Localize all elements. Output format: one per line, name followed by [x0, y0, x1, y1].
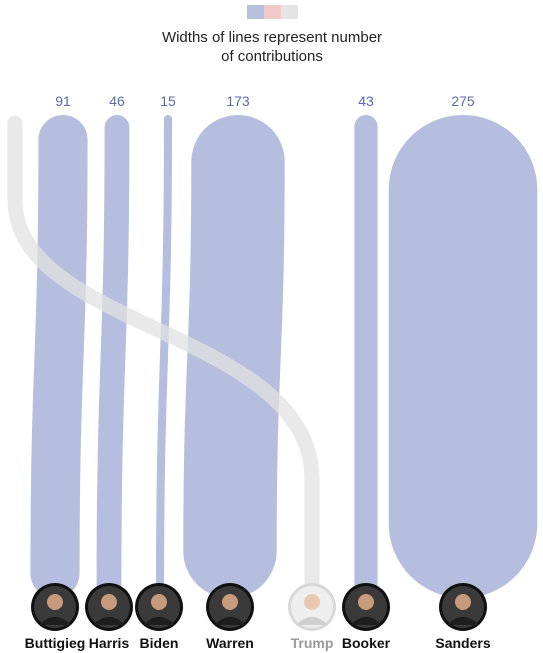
candidate-avatars — [31, 583, 487, 631]
contribution-flows — [7, 115, 538, 606]
legend-line-2: of contributions — [221, 48, 323, 65]
avatar-buttigieg — [31, 583, 79, 631]
flow-buttigieg — [30, 115, 88, 598]
avatar-trump — [288, 583, 336, 631]
avatar-biden — [135, 583, 183, 631]
name-label-sanders: Sanders — [435, 635, 490, 651]
flow-harris — [96, 115, 130, 598]
avatar-harris — [85, 583, 133, 631]
count-label-warren: 173 — [226, 93, 250, 109]
legend-swatch-democrat — [247, 5, 264, 19]
avatar-warren — [206, 583, 254, 631]
name-label-warren: Warren — [206, 635, 254, 651]
count-label-harris: 46 — [109, 93, 125, 109]
name-label-biden: Biden — [140, 635, 179, 651]
flow-trump — [7, 115, 320, 606]
name-label-buttigieg: Buttigieg — [25, 635, 86, 651]
legend: Widths of lines represent number of cont… — [162, 5, 382, 65]
avatar-sanders — [439, 583, 487, 631]
legend-line-1: Widths of lines represent number — [162, 29, 382, 46]
avatar-booker — [342, 583, 390, 631]
flow-biden — [155, 115, 173, 598]
legend-swatch-republican — [281, 5, 298, 19]
count-label-biden: 15 — [160, 93, 176, 109]
count-label-booker: 43 — [358, 93, 374, 109]
legend-swatch-mixed — [264, 5, 281, 19]
candidate-names: Buttigieg Harris Biden Warren Trump Booker San… — [25, 635, 491, 651]
count-labels: 91 46 15 173 43 275 — [55, 93, 475, 109]
count-label-sanders: 275 — [451, 93, 475, 109]
name-label-trump: Trump — [291, 635, 334, 651]
name-label-booker: Booker — [342, 635, 391, 651]
flow-warren — [183, 115, 285, 598]
name-label-harris: Harris — [89, 635, 130, 651]
count-label-buttigieg: 91 — [55, 93, 71, 109]
